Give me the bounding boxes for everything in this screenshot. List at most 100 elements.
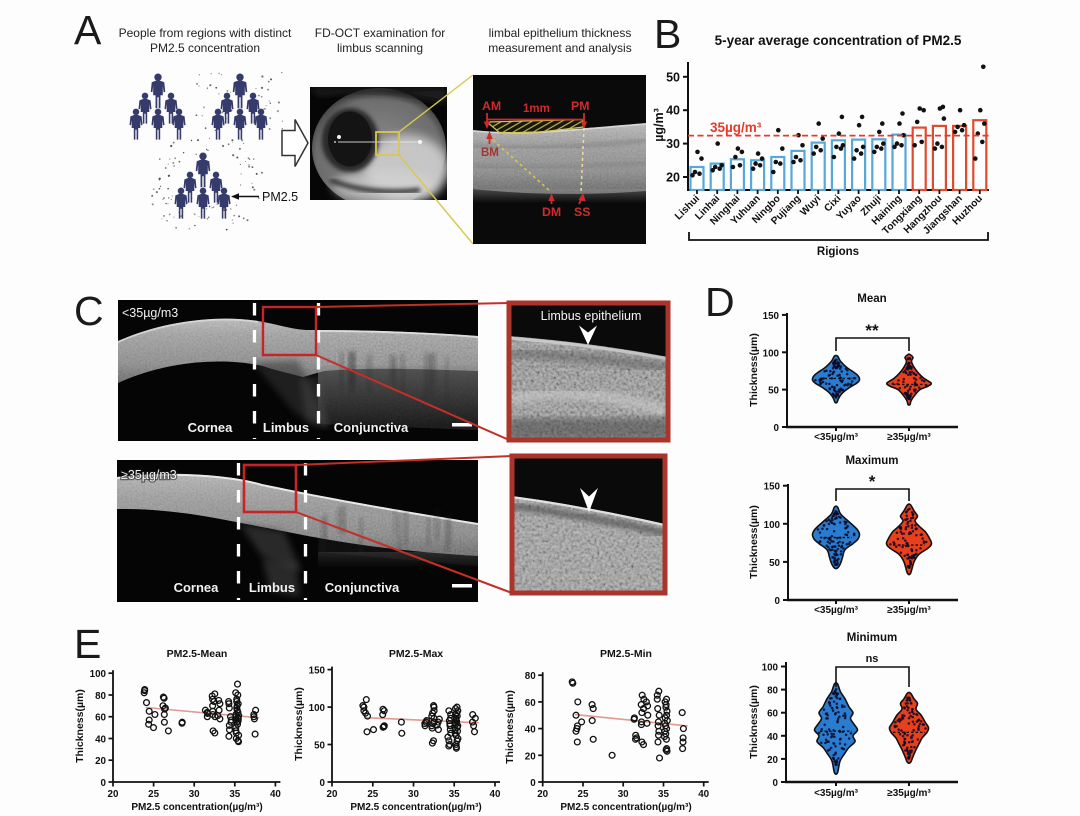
svg-text:Thickness(µm): Thickness(µm) — [748, 685, 760, 759]
svg-text:0: 0 — [101, 778, 107, 789]
svg-text:20: 20 — [767, 755, 778, 766]
svg-text:20: 20 — [537, 789, 548, 800]
svg-text:SS: SS — [574, 205, 590, 219]
svg-text:Rigions: Rigions — [817, 246, 859, 258]
svg-text:≥35µg/m³: ≥35µg/m³ — [887, 788, 931, 799]
svg-text:<35µg/m³: <35µg/m³ — [814, 605, 859, 616]
svg-text:80: 80 — [525, 671, 536, 682]
svg-text:PM2.5-Min: PM2.5-Min — [600, 648, 652, 660]
svg-text:30: 30 — [408, 789, 419, 800]
svg-text:Conjunctiva: Conjunctiva — [334, 420, 409, 435]
svg-text:PM2.5 concentration(µg/m³): PM2.5 concentration(µg/m³) — [131, 802, 262, 813]
svg-text:40: 40 — [666, 104, 680, 118]
svg-text:*: * — [869, 472, 876, 491]
svg-text:100: 100 — [309, 703, 326, 714]
svg-text:100: 100 — [762, 663, 779, 674]
svg-text:25: 25 — [578, 789, 589, 800]
svg-text:0: 0 — [530, 778, 536, 789]
svg-text:0: 0 — [320, 778, 326, 789]
svg-text:80: 80 — [95, 691, 106, 702]
svg-text:150: 150 — [764, 482, 781, 493]
svg-text:40: 40 — [525, 725, 536, 736]
svg-text:150: 150 — [763, 311, 780, 322]
svg-text:20: 20 — [95, 756, 106, 767]
svg-text:Limbus epithelium: Limbus epithelium — [541, 309, 642, 323]
svg-text:60: 60 — [525, 698, 536, 709]
svg-text:50: 50 — [314, 741, 325, 752]
svg-text:100: 100 — [90, 669, 107, 680]
svg-text:<35µg/m3: <35µg/m3 — [122, 306, 178, 320]
svg-text:PM: PM — [571, 99, 589, 113]
svg-text:Maximum: Maximum — [845, 455, 898, 467]
svg-text:0: 0 — [774, 423, 780, 434]
svg-text:Limbus: Limbus — [263, 420, 309, 435]
svg-text:PM2.5-Max: PM2.5-Max — [389, 648, 443, 660]
svg-text:40: 40 — [767, 732, 778, 743]
svg-text:Thickness(µm): Thickness(µm) — [293, 687, 305, 761]
svg-text:PM2.5 concentration: PM2.5 concentration — [150, 41, 260, 55]
svg-text:Cornea: Cornea — [188, 420, 234, 435]
svg-text:limbus scanning: limbus scanning — [337, 41, 423, 55]
svg-text:20: 20 — [108, 789, 119, 800]
svg-text:35: 35 — [449, 789, 460, 800]
svg-text:≥35µg/m³: ≥35µg/m³ — [887, 605, 931, 616]
svg-text:PM2.5: PM2.5 — [262, 190, 298, 204]
svg-text:20: 20 — [525, 751, 536, 762]
svg-text:PM2.5 concentration(µg/m³): PM2.5 concentration(µg/m³) — [560, 802, 691, 813]
svg-text:50: 50 — [769, 558, 780, 569]
svg-text:A: A — [74, 7, 102, 53]
svg-text:80: 80 — [767, 686, 778, 697]
svg-text:≥35µg/m³: ≥35µg/m³ — [887, 432, 931, 443]
svg-text:30: 30 — [189, 789, 200, 800]
svg-text:100: 100 — [764, 520, 781, 531]
svg-text:1mm: 1mm — [523, 103, 550, 115]
svg-text:60: 60 — [95, 713, 106, 724]
svg-text:People from regions with disti: People from regions with distinct — [119, 26, 292, 40]
svg-text:<35µg/m³: <35µg/m³ — [814, 432, 859, 443]
svg-text:µg/m³: µg/m³ — [652, 108, 666, 142]
svg-text:Thickness(µm): Thickness(µm) — [74, 689, 86, 763]
svg-text:25: 25 — [367, 789, 378, 800]
svg-text:30: 30 — [618, 789, 629, 800]
svg-text:20: 20 — [327, 789, 338, 800]
svg-text:40: 40 — [95, 735, 106, 746]
svg-text:60: 60 — [767, 709, 778, 720]
svg-text:<35µg/m³: <35µg/m³ — [814, 788, 859, 799]
svg-text:30: 30 — [666, 137, 680, 151]
svg-text:D: D — [705, 279, 735, 325]
svg-text:Limbus: Limbus — [249, 580, 295, 595]
svg-text:50: 50 — [666, 70, 680, 84]
svg-text:Thickness(µm): Thickness(µm) — [748, 333, 760, 407]
svg-text:35: 35 — [658, 789, 669, 800]
svg-text:40: 40 — [698, 789, 709, 800]
svg-text:Conjunctiva: Conjunctiva — [325, 580, 400, 595]
svg-text:0: 0 — [775, 596, 781, 607]
svg-text:limbal epithelium thickness: limbal epithelium thickness — [489, 26, 632, 40]
svg-text:40: 40 — [490, 789, 501, 800]
svg-text:Cornea: Cornea — [174, 580, 220, 595]
svg-text:Mean: Mean — [857, 293, 886, 305]
svg-text:20: 20 — [666, 171, 680, 185]
svg-text:50: 50 — [768, 386, 779, 397]
svg-text:35: 35 — [229, 789, 240, 800]
svg-text:150: 150 — [309, 666, 326, 677]
svg-text:5-year average concentration o: 5-year average concentration of PM2.5 — [715, 33, 962, 48]
svg-text:PM2.5-Mean: PM2.5-Mean — [167, 648, 228, 660]
svg-text:**: ** — [865, 321, 879, 340]
svg-text:BM: BM — [481, 147, 499, 159]
svg-text:ns: ns — [866, 653, 879, 665]
svg-text:B: B — [654, 11, 681, 57]
svg-text:100: 100 — [763, 348, 780, 359]
svg-text:Minimum: Minimum — [847, 632, 897, 644]
svg-text:E: E — [74, 621, 101, 667]
svg-text:≥35µg/m3: ≥35µg/m3 — [121, 468, 177, 482]
svg-text:Thickness(µm): Thickness(µm) — [748, 505, 760, 579]
svg-text:PM2.5 concentration(µg/m³): PM2.5 concentration(µg/m³) — [350, 802, 481, 813]
svg-text:measurement and analysis: measurement and analysis — [488, 41, 631, 55]
svg-text:Thickness(µm): Thickness(µm) — [504, 690, 516, 764]
svg-text:40: 40 — [270, 789, 281, 800]
svg-text:25: 25 — [148, 789, 159, 800]
svg-text:C: C — [74, 288, 104, 334]
svg-text:35µg/m³: 35µg/m³ — [710, 120, 762, 135]
svg-text:FD-OCT examination for: FD-OCT examination for — [315, 26, 445, 40]
